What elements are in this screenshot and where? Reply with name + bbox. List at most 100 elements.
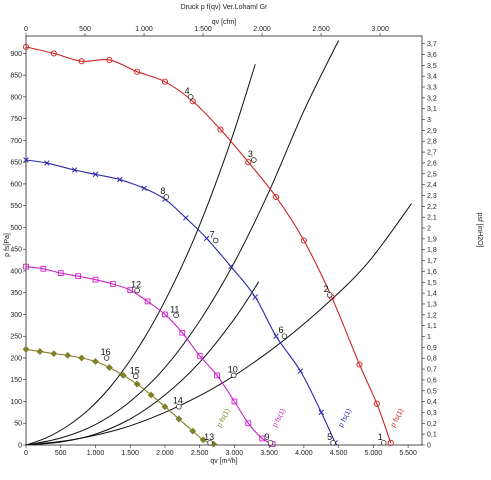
y-left-tick-label: 50 (14, 421, 22, 428)
y-left-tick-label: 650 (10, 160, 22, 167)
series-point (44, 160, 50, 166)
y-left-tick-label: 750 (10, 116, 22, 123)
x-bottom-tick-label: 4.500 (330, 450, 348, 457)
series-point (40, 265, 47, 272)
system-curve-s1 (26, 64, 256, 445)
operating-point-marker (187, 94, 194, 100)
y-right-tick-label: 0,4 (427, 399, 437, 406)
series-point (134, 68, 141, 75)
y-left-tick-label: 550 (10, 203, 22, 210)
y-right-tick-label: 0,1 (427, 432, 437, 439)
y-right-tick-label: 0,2 (427, 421, 437, 428)
series-point (179, 329, 186, 336)
operating-point-marker (133, 373, 139, 380)
y-right-tick-label: 3,1 (427, 106, 437, 113)
y-right-tick-label: 3 (427, 117, 431, 124)
series-point (189, 427, 197, 435)
y-right-tick-label: 3,4 (427, 74, 437, 81)
x-top-tick-label: 0 (24, 26, 28, 33)
y-left-tick-label: 200 (10, 355, 22, 362)
series-point (106, 56, 113, 63)
operating-point-marker (134, 287, 140, 294)
series-point (50, 50, 57, 57)
series-point (23, 157, 29, 163)
operating-point-marker (207, 440, 213, 446)
operating-point-label: 5 (327, 432, 332, 442)
y-right-tick-label: 1,5 (427, 280, 437, 287)
series-point (22, 43, 30, 50)
y-right-tick-label: 3,3 (427, 84, 437, 91)
operating-point-marker (326, 292, 333, 298)
y-right-tick-label: 0,7 (427, 367, 437, 374)
operating-point-label: 13 (204, 432, 214, 442)
series-line-2 (26, 266, 273, 445)
x-bottom-axis-label: qv [m³/h] (210, 458, 237, 465)
series-point (259, 435, 266, 442)
series-point (300, 237, 307, 244)
series-point (196, 352, 203, 359)
series-point (117, 176, 123, 183)
y-right-tick-label: 1,1 (427, 323, 437, 330)
series-point (105, 364, 113, 371)
x-bottom-tick-label: 5.500 (399, 450, 417, 457)
y-left-tick-label: 0 (18, 443, 22, 450)
y-right-tick-label: 1,9 (427, 236, 437, 243)
series-point (217, 126, 224, 133)
x-bottom-tick-label: 1.500 (121, 450, 139, 457)
operating-point-marker (173, 312, 179, 319)
y-right-axis-label: psf [inH2O] (476, 212, 483, 247)
x-top-tick-label: 3.000 (371, 26, 389, 33)
series-point (231, 398, 238, 405)
y-left-tick-label: 450 (10, 247, 22, 254)
x-bottom-tick-label: 3.000 (226, 450, 244, 457)
curve-end-label: p fs(1) (216, 408, 231, 429)
operating-point-marker (163, 194, 170, 200)
operating-point-label: 3 (248, 149, 253, 159)
series-point (245, 420, 252, 427)
series-line-3 (26, 348, 214, 445)
y-left-tick-label: 500 (10, 225, 22, 232)
series-point (161, 403, 169, 411)
series-point (252, 294, 259, 300)
y-right-tick-label: 2,2 (427, 204, 437, 211)
y-right-tick-label: 3,2 (427, 95, 437, 102)
series-point (71, 167, 78, 173)
series-point (273, 333, 279, 339)
y-right-tick-label: 2,9 (427, 128, 437, 135)
series-point (127, 287, 134, 293)
series-point (78, 354, 86, 362)
series-point (318, 409, 325, 416)
operating-point-marker (251, 157, 257, 163)
series-line-0 (26, 46, 392, 444)
series-point (228, 263, 234, 270)
operating-point-marker (281, 333, 288, 339)
operating-point-marker (212, 237, 219, 244)
x-top-tick-label: 2.000 (253, 26, 271, 33)
y-right-tick-label: 2,6 (427, 160, 437, 167)
y-right-tick-label: 2,3 (427, 193, 437, 200)
plot-frame (25, 35, 423, 446)
operating-point-marker (330, 440, 336, 446)
chart-title: Druck p f(qv) Ver.Lohaml Gr (181, 4, 268, 11)
x-bottom-tick-label: 2.500 (191, 450, 209, 457)
operating-point-label: 8 (160, 186, 165, 196)
operating-point-marker (103, 355, 110, 361)
operating-point-label: 7 (210, 230, 215, 240)
y-right-tick-label: 3,5 (427, 63, 437, 70)
series-point (297, 368, 304, 374)
operating-point-label: 15 (130, 365, 140, 375)
y-right-tick-label: 1 (427, 334, 431, 341)
y-left-axis-label: p fs[Pa] (4, 233, 11, 257)
y-right-tick-label: 0,8 (427, 356, 437, 363)
y-left-tick-label: 800 (10, 94, 22, 101)
series-point (133, 380, 141, 388)
operating-point-label: 1 (378, 432, 383, 442)
series-point (214, 372, 220, 379)
series-point (273, 193, 280, 201)
x-top-tick-label: 500 (79, 26, 91, 33)
x-bottom-tick-label: 2.000 (156, 450, 174, 457)
y-right-tick-label: 1,7 (427, 258, 437, 265)
operating-point-label: 16 (101, 347, 111, 357)
